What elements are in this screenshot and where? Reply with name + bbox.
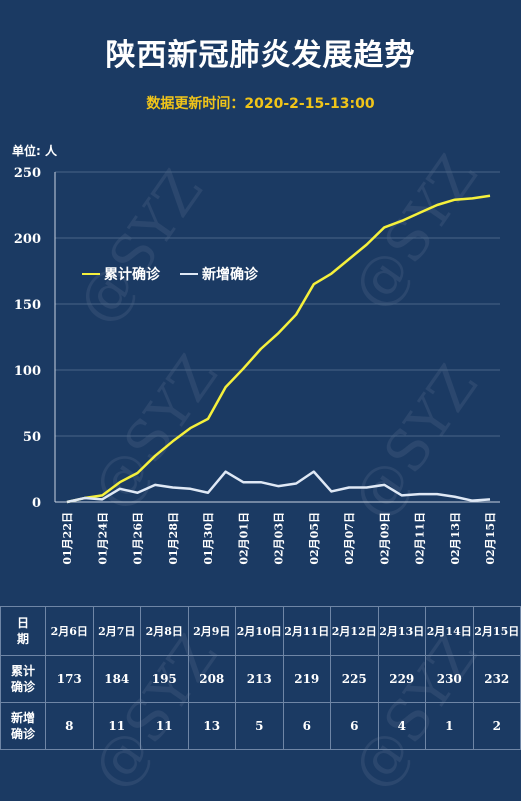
row-header-cumulative: 累计 确诊 [1,656,46,703]
x-tick-label: 02月11日 [414,512,427,565]
table-cell: 2月12日 [331,607,379,656]
legend-item: 累计确诊 [82,264,160,284]
data-table: 日 期 2月6日 2月7日 2月8日 2月9日 2月10日 2月11日 2月12… [0,606,521,750]
legend-item: 新增确诊 [180,264,258,284]
x-tick-label: 02月13日 [449,512,462,565]
table-cell: 2月9日 [188,607,236,656]
table-cell: 208 [188,656,236,703]
legend-label-new: 新增确诊 [202,264,258,284]
table-row-dates: 日 期 2月6日 2月7日 2月8日 2月9日 2月10日 2月11日 2月12… [1,607,521,656]
table-cell: 11 [93,703,141,750]
legend-swatch-cumulative [82,273,100,275]
x-tick-label: 01月28日 [167,512,180,565]
table-cell: 229 [378,656,426,703]
table-cell: 184 [93,656,141,703]
y-tick-label: 0 [32,496,41,511]
table-cell: 230 [426,656,474,703]
table-row-new: 新增 确诊 8 11 11 13 5 6 6 4 1 2 [1,703,521,750]
row-header-new: 新增 确诊 [1,703,46,750]
table-cell: 2月8日 [141,607,189,656]
x-tick-label: 02月01日 [237,512,250,565]
table-cell: 2 [473,703,521,750]
series-line-cumulative [67,196,490,502]
table-cell: 4 [378,703,426,750]
x-tick-label: 02月03日 [273,512,286,565]
y-tick-label: 150 [14,298,41,313]
table-cell: 8 [46,703,94,750]
table-cell: 2月13日 [378,607,426,656]
table-cell: 2月15日 [473,607,521,656]
legend-swatch-new [180,273,198,275]
x-tick-label: 02月09日 [378,512,391,565]
table-cell: 13 [188,703,236,750]
x-tick-label: 01月26日 [132,512,145,565]
table-cell: 2月7日 [93,607,141,656]
x-tick-label: 02月05日 [308,512,321,565]
x-tick-label: 01月30日 [202,512,215,565]
y-tick-label: 200 [14,232,41,247]
table-cell: 213 [236,656,284,703]
table-cell: 2月14日 [426,607,474,656]
y-tick-label: 50 [23,430,41,445]
x-tick-label: 01月24日 [96,512,109,565]
table-cell: 1 [426,703,474,750]
row-header-date: 日 期 [1,607,46,656]
table-cell: 11 [141,703,189,750]
line-chart: 0 50 100 150 200 250 01月22日 01月24日 01月26日 01月28日 0… [0,0,521,600]
table-cell: 2月6日 [46,607,94,656]
x-tick-label: 02月15日 [484,512,497,565]
table-cell: 6 [331,703,379,750]
table-cell: 2月10日 [236,607,284,656]
table-cell: 173 [46,656,94,703]
table-cell: 232 [473,656,521,703]
table-row-cumulative: 累计 确诊 173 184 195 208 213 219 225 229 23… [1,656,521,703]
table-cell: 219 [283,656,331,703]
x-tick-label: 02月07日 [343,512,356,565]
table-cell: 2月11日 [283,607,331,656]
table-cell: 195 [141,656,189,703]
table-cell: 5 [236,703,284,750]
table-cell: 225 [331,656,379,703]
legend-label-cumulative: 累计确诊 [104,264,160,284]
x-tick-label: 01月22日 [61,512,74,565]
chart-legend: 累计确诊 新增确诊 [82,264,278,284]
table-cell: 6 [283,703,331,750]
y-tick-label: 250 [14,166,41,181]
y-tick-label: 100 [14,364,41,379]
